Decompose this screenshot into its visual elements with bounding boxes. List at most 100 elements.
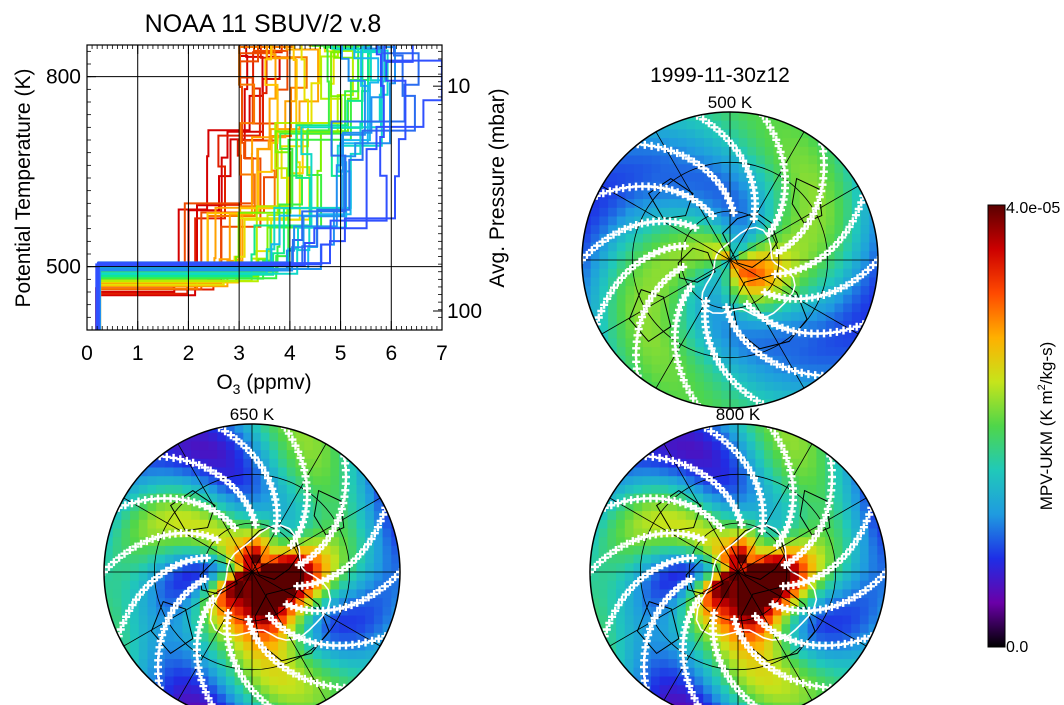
track-marker — [241, 677, 250, 686]
mpv-cell — [711, 667, 722, 678]
mpv-cell — [634, 251, 644, 261]
mpv-cell — [304, 537, 314, 547]
track-marker — [689, 394, 698, 403]
mpv-cell — [156, 598, 166, 608]
mpv-cell — [173, 502, 183, 512]
mpv-cell — [781, 572, 791, 582]
mpv-cell — [138, 493, 149, 503]
mpv-cell — [694, 693, 704, 704]
mpv-cell — [147, 580, 157, 590]
track-marker — [817, 521, 826, 530]
mpv-cell — [773, 347, 783, 357]
track-marker — [125, 606, 134, 615]
mpv-cell — [660, 303, 670, 313]
mpv-cell — [616, 216, 627, 226]
track-marker — [650, 614, 659, 623]
track-marker — [858, 270, 867, 279]
mpv-cell — [582, 277, 592, 287]
mpv-cell — [668, 632, 678, 643]
mpv-cell — [208, 554, 218, 564]
mpv-cell — [356, 632, 366, 643]
track-marker — [689, 532, 698, 541]
mpv-cell — [729, 606, 739, 617]
track-marker — [686, 607, 695, 616]
mpv-cell — [868, 554, 878, 564]
track-marker — [620, 225, 629, 234]
mpv-cell — [738, 172, 748, 183]
mpv-cell — [781, 606, 791, 617]
mpv-cell — [634, 286, 644, 296]
mpv-cell — [156, 519, 166, 530]
mpv-cell — [286, 511, 297, 521]
mpv-cell — [286, 589, 297, 599]
track-marker — [644, 631, 653, 639]
mpv-cell — [869, 277, 878, 287]
meridian-line — [663, 571, 739, 701]
mpv-cell — [807, 467, 817, 477]
mpv-cell — [799, 268, 809, 278]
mpv-cell — [182, 476, 192, 486]
mpv-cell — [738, 277, 748, 287]
mpv-cell — [660, 251, 670, 261]
mpv-cell — [286, 641, 297, 651]
mpv-cell — [147, 615, 157, 625]
mpv-cell — [669, 277, 679, 287]
mpv-cell — [121, 598, 131, 608]
mpv-cell — [764, 155, 775, 165]
mpv-cell — [616, 312, 627, 322]
mpv-cell — [173, 441, 183, 451]
track-marker — [839, 326, 848, 335]
mpv-cell — [590, 286, 600, 296]
meridian-line — [123, 497, 253, 573]
mpv-cell — [347, 589, 358, 599]
mpv-cell — [634, 155, 644, 165]
mpv-cell — [799, 233, 809, 244]
mpv-cell — [269, 432, 279, 442]
mpv-cell — [130, 624, 140, 634]
mpv-cell — [746, 554, 756, 564]
track-marker — [762, 117, 771, 126]
track-marker — [757, 351, 766, 360]
mpv-cell — [260, 458, 270, 469]
track-marker — [640, 140, 649, 149]
mpv-cell — [391, 545, 400, 556]
mpv-cell — [260, 441, 270, 451]
track-marker — [680, 241, 689, 250]
mpv-cell — [642, 355, 653, 366]
track-marker — [844, 596, 853, 605]
mpv-cell — [633, 528, 643, 538]
mpv-cell — [286, 467, 297, 477]
track-marker — [201, 575, 210, 583]
mpv-cell — [834, 146, 844, 157]
mpv-cell — [104, 624, 114, 634]
mpv-cell — [598, 572, 608, 582]
track-marker — [736, 151, 745, 160]
mpv-cell — [686, 268, 696, 278]
mpv-cell — [660, 172, 670, 183]
mpv-cell — [782, 112, 792, 122]
mpv-cell — [720, 650, 730, 660]
mpv-cell — [217, 432, 227, 442]
mpv-cell — [669, 112, 679, 122]
mpv-cell — [208, 511, 218, 521]
track-marker — [852, 322, 861, 331]
mpv-cell — [773, 390, 783, 400]
mpv-cell — [668, 650, 678, 660]
mpv-cell — [703, 589, 713, 599]
track-marker — [723, 492, 732, 501]
track-marker — [834, 238, 843, 247]
mpv-cell — [746, 563, 756, 573]
map-label-800k: 800 K — [716, 405, 761, 424]
mpv-cell — [764, 450, 774, 460]
track-marker — [715, 180, 724, 189]
mpv-cell — [217, 598, 227, 608]
mpv-cell — [764, 693, 774, 704]
mpv-cell — [833, 528, 844, 538]
mpv-cell — [365, 632, 375, 643]
mpv-cell — [842, 632, 852, 643]
mpv-cell — [825, 537, 835, 547]
mpv-cell — [843, 251, 853, 261]
mpv-cell — [634, 172, 644, 183]
track-marker — [173, 599, 182, 608]
mpv-cell — [860, 233, 870, 244]
